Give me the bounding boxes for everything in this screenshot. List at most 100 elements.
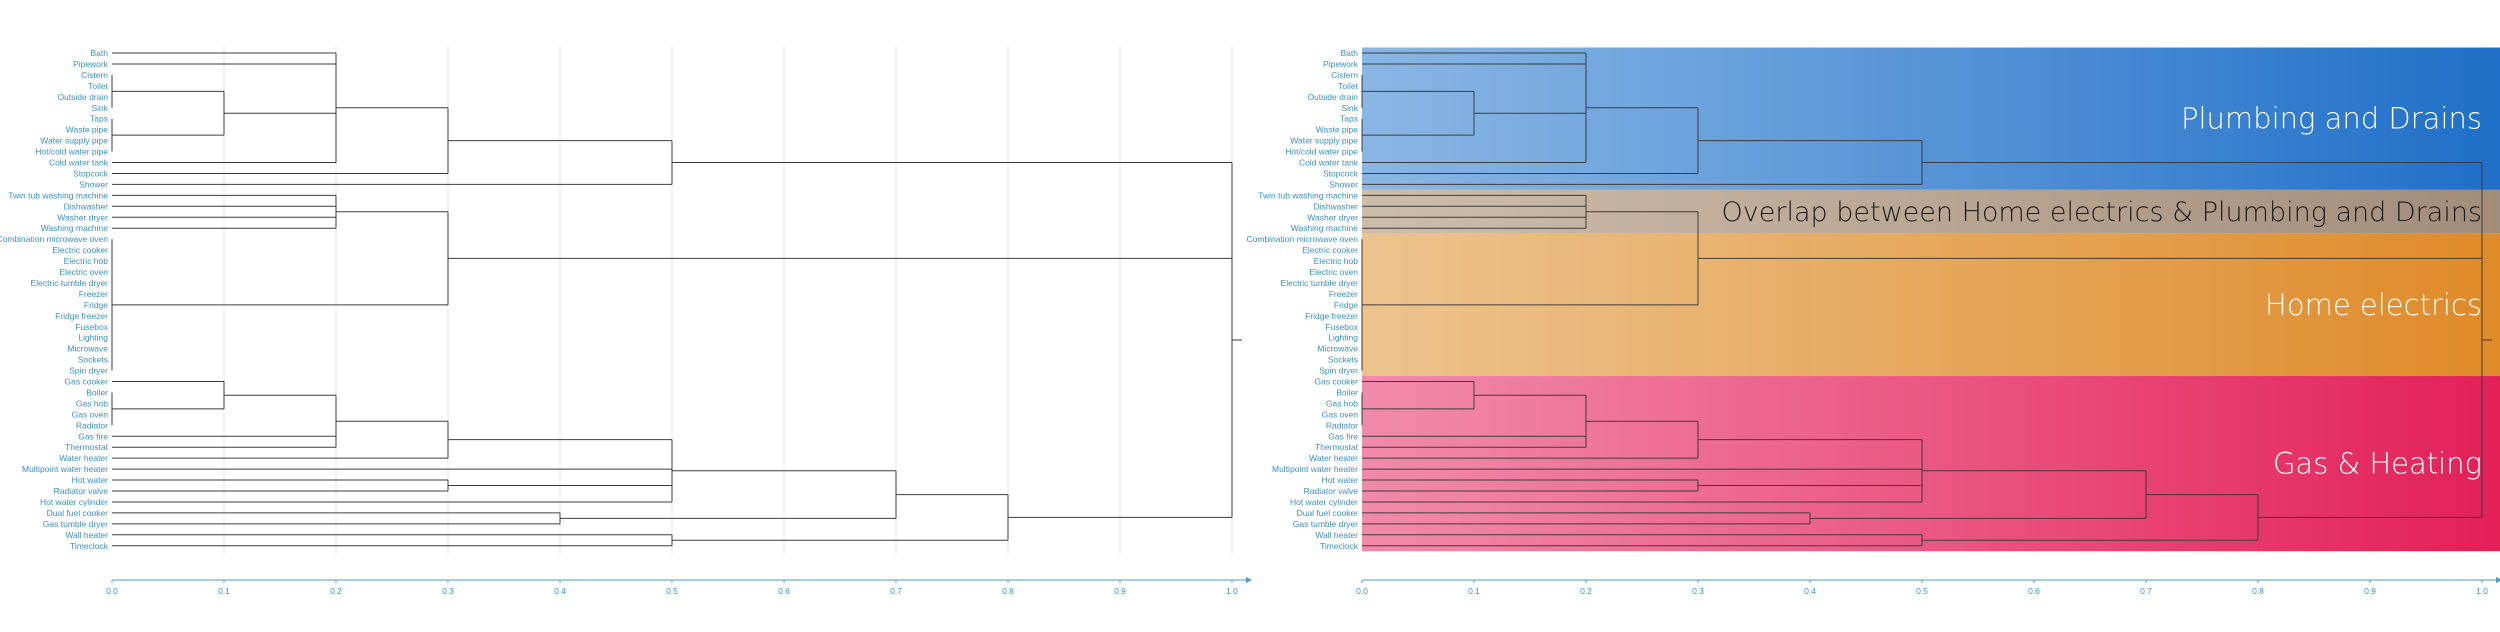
leaf-label: Stopcock [1323,168,1359,178]
leaf-label: Electric hob [1314,256,1359,266]
leaf-label: Electric tumble dryer [1281,278,1359,288]
band-label: Gas & Heating [2273,447,2482,481]
leaf-label: Radiator valve [54,486,109,496]
cluster-band [1362,47,2500,190]
leaf-label: Fridge freezer [1305,311,1358,321]
leaf-label: Spin dryer [69,366,108,376]
leaf-label: Twin tub washing machine [8,190,108,200]
leaf-label: Twin tub washing machine [1258,190,1358,200]
x-tick-label: 0.3 [442,586,454,596]
x-tick-label: 0.6 [2028,586,2040,596]
leaf-label: Hot water cylinder [40,497,108,507]
leaf-label: Waste pipe [66,125,108,135]
x-tick-label: 0.1 [1468,586,1480,596]
leaf-label: Electric cooker [1302,245,1358,255]
leaf-label: Sink [91,103,108,113]
leaf-label: Gas oven [72,409,109,419]
leaf-label: Sink [1341,103,1358,113]
x-tick-label: 0.6 [778,586,790,596]
leaf-label: Freezer [79,289,108,299]
leaf-label: Thermostat [1315,442,1359,452]
leaf-label: Fusebox [1325,322,1358,332]
cluster-band [1362,189,2500,234]
leaf-label: Stopcock [73,168,109,178]
leaf-label: Dishwasher [1314,201,1359,211]
leaf-label: Cold water tank [49,158,109,168]
leaf-label: Multipoint water heater [22,464,108,474]
x-tick-label: 0.2 [1580,586,1592,596]
leaf-label: Toilet [1338,81,1358,91]
leaf-label: Gas fire [1328,431,1358,441]
leaf-label: Fusebox [75,322,108,332]
leaf-label: Radiator [76,420,108,430]
leaf-label: Sockets [78,355,108,365]
x-tick-label: 1.0 [2476,586,2488,596]
leaf-label: Electric hob [64,256,109,266]
leaf-label: Multipoint water heater [1272,464,1358,474]
x-tick-label: 0.9 [2364,586,2376,596]
leaf-label: Hot water [1322,475,1359,485]
leaf-label: Taps [90,114,108,124]
leaf-label: Bath [91,48,109,58]
leaf-label: Combination microwave oven [0,234,108,244]
leaf-label: Gas cooker [1315,377,1359,387]
x-axis-arrow [2496,577,2500,583]
leaf-label: Freezer [1329,289,1358,299]
leaf-label: Microwave [1317,344,1358,354]
leaf-label: Gas tumble dryer [1293,519,1358,529]
leaf-label: Water supply pipe [1290,136,1358,146]
x-tick-label: 0.8 [2252,586,2264,596]
x-tick-label: 0.2 [330,586,342,596]
leaf-label: Combination microwave oven [1247,234,1359,244]
leaf-label: Thermostat [65,442,109,452]
leaf-label: Water supply pipe [40,136,108,146]
leaf-label: Water heater [59,453,108,463]
x-tick-label: 0.1 [218,586,230,596]
x-tick-label: 0.7 [2140,586,2152,596]
x-tick-label: 0.0 [1356,586,1368,596]
leaf-label: Water heater [1309,453,1358,463]
x-tick-label: 0.3 [1692,586,1704,596]
leaf-label: Gas tumble dryer [43,519,108,529]
leaf-label: Microwave [67,344,108,354]
leaf-label: Electric cooker [52,245,108,255]
band-label: Home electrics [2265,288,2482,322]
leaf-label: Timeclock [1320,541,1359,551]
leaf-label: Pipework [73,59,109,69]
leaf-label: Gas oven [1322,409,1359,419]
leaf-label: Hot/cold water pipe [35,147,108,157]
leaf-label: Boiler [86,387,108,397]
leaf-label: Waste pipe [1316,125,1358,135]
leaf-label: Washing machine [41,223,109,233]
leaf-label: Gas hob [1326,398,1358,408]
leaf-label: Pipework [1323,59,1359,69]
leaf-label: Hot/cold water pipe [1285,147,1358,157]
leaf-label: Lighting [1328,333,1358,343]
leaf-label: Dishwasher [64,201,109,211]
leaf-label: Shower [1329,179,1358,189]
leaf-label: Spin dryer [1319,366,1358,376]
x-tick-label: 0.8 [1002,586,1014,596]
x-tick-label: 0.0 [106,586,118,596]
leaf-label: Hot water [72,475,109,485]
leaf-label: Fridge [1334,300,1358,310]
band-label: Overlap between Home electrics & Plumbin… [1722,197,2482,228]
leaf-label: Wall heater [65,530,108,540]
x-tick-label: 0.5 [666,586,678,596]
leaf-label: Cistern [81,70,108,80]
leaf-label: Radiator valve [1304,486,1359,496]
cluster-band [1362,376,2500,552]
x-tick-label: 0.4 [554,586,566,596]
leaf-label: Electric oven [59,267,108,277]
leaf-label: Outside drain [57,92,108,102]
leaf-label: Washer dryer [1307,212,1358,222]
leaf-label: Toilet [88,81,108,91]
x-tick-label: 0.7 [890,586,902,596]
leaf-label: Fridge [84,300,108,310]
leaf-label: Dual fuel cooker [47,508,109,518]
leaf-label: Electric oven [1309,267,1358,277]
leaf-label: Cold water tank [1299,158,1359,168]
